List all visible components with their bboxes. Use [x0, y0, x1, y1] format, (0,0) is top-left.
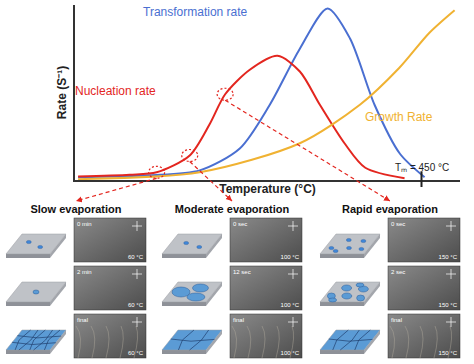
svg-text:150 °C: 150 °C — [439, 254, 458, 260]
svg-text:Growth Rate: Growth Rate — [365, 110, 433, 124]
svg-text:0 min: 0 min — [77, 221, 92, 227]
svg-text:12 sec: 12 sec — [233, 269, 251, 275]
svg-text:0 sec: 0 sec — [391, 221, 405, 227]
svg-text:150 °C: 150 °C — [439, 350, 458, 356]
svg-text:Rate (S⁻¹): Rate (S⁻¹) — [55, 66, 69, 119]
svg-text:final: final — [391, 317, 402, 323]
svg-text:60 °C: 60 °C — [128, 302, 144, 308]
svg-text:Slow evaporation: Slow evaporation — [30, 203, 121, 215]
svg-text:100 °C: 100 °C — [281, 302, 300, 308]
svg-text:final: final — [233, 317, 244, 323]
svg-text:0 sec: 0 sec — [233, 221, 247, 227]
svg-text:Temperature (°C): Temperature (°C) — [219, 182, 316, 196]
svg-text:final: final — [77, 317, 88, 323]
svg-text:2 sec: 2 sec — [391, 269, 405, 275]
svg-text:60 °C: 60 °C — [128, 350, 144, 356]
svg-text:100 °C: 100 °C — [281, 350, 300, 356]
svg-text:Nucleation rate: Nucleation rate — [75, 84, 156, 98]
svg-text:60 °C: 60 °C — [128, 254, 144, 260]
svg-text:Moderate evaporation: Moderate evaporation — [175, 203, 290, 215]
svg-text:150 °C: 150 °C — [439, 302, 458, 308]
svg-text:Tₘ = 450 °C: Tₘ = 450 °C — [395, 162, 449, 173]
svg-text:2 min: 2 min — [77, 269, 92, 275]
svg-text:Transformation rate: Transformation rate — [143, 5, 248, 19]
svg-text:Rapid evaporation: Rapid evaporation — [342, 203, 438, 215]
svg-text:100 °C: 100 °C — [281, 254, 300, 260]
